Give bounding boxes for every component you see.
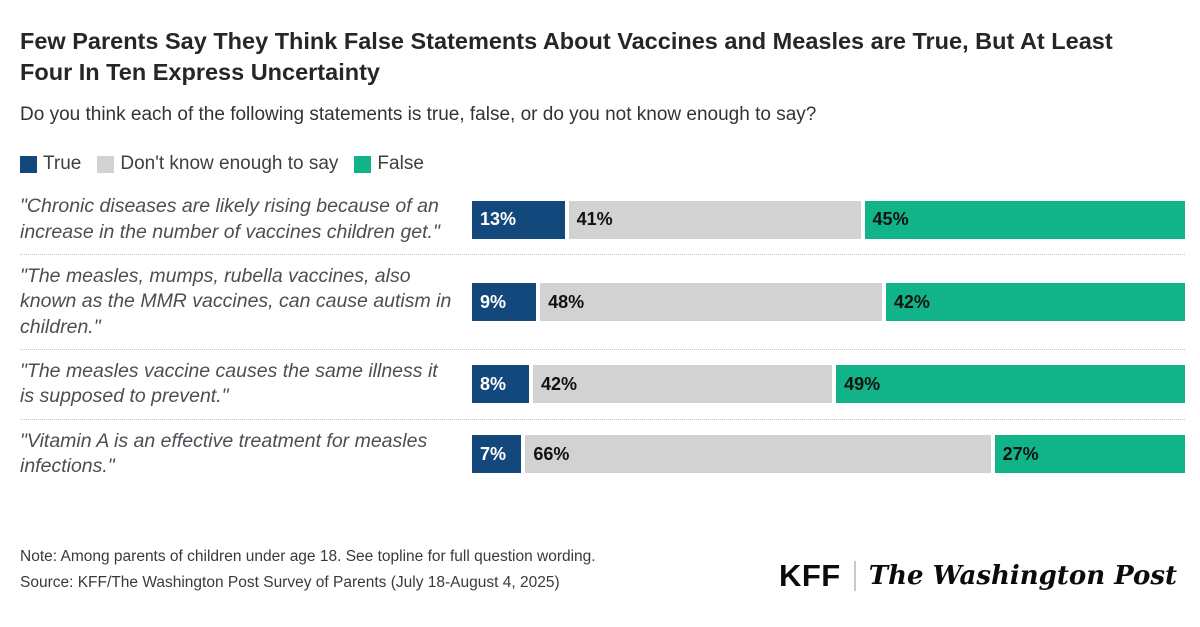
- bar-segment-dont-know: 41%: [568, 200, 861, 239]
- source-text: Source: KFF/The Washington Post Survey o…: [20, 574, 560, 592]
- bar-value-label: 13%: [480, 209, 517, 230]
- legend-item-true: True: [20, 153, 81, 175]
- washington-post-logo: The Washington Post: [868, 560, 1177, 591]
- bar-segment-true: 13%: [472, 200, 565, 239]
- legend-item-false: False: [354, 153, 424, 175]
- chart-row: "The measles, mumps, rubella vaccines, a…: [20, 255, 1185, 351]
- bar-value-label: 41%: [576, 209, 613, 230]
- bar-segment-true: 8%: [472, 365, 529, 404]
- bar-segment-false: 42%: [885, 283, 1185, 321]
- bar-segment-false: 45%: [864, 200, 1185, 239]
- footnotes: Note: Among parents of children under ag…: [20, 548, 596, 593]
- bar-segment-dont-know: 42%: [532, 365, 833, 404]
- stacked-bar: 13% 41% 45%: [472, 200, 1185, 239]
- bar-value-label: 8%: [480, 373, 507, 394]
- chart-row: "The measles vaccine causes the same ill…: [20, 350, 1185, 420]
- bar-value-label: 45%: [872, 209, 909, 230]
- bar-segment-dont-know: 66%: [525, 435, 991, 474]
- stacked-bar: 9% 48% 42%: [472, 283, 1185, 321]
- legend-item-dont-know: Don't know enough to say: [97, 153, 338, 175]
- bar-value-label: 9%: [480, 291, 507, 312]
- statement-label: "Chronic diseases are likely rising beca…: [20, 195, 440, 243]
- logo-lockup: KFF The Washington Post: [779, 560, 1177, 593]
- note-text: Note: Among parents of children under ag…: [20, 547, 596, 565]
- bar-value-label: 49%: [844, 373, 881, 394]
- chart-title: Few Parents Say They Think False Stateme…: [20, 28, 1113, 86]
- bar-value-label: 42%: [893, 291, 930, 312]
- logo-divider: [853, 560, 856, 591]
- legend-swatch-dont-know: [97, 155, 115, 173]
- stacked-bar: 8% 42% 49%: [472, 365, 1185, 404]
- footer: Note: Among parents of children under ag…: [20, 548, 1185, 627]
- legend-swatch-false: [354, 155, 372, 173]
- bar-value-label: 7%: [480, 443, 507, 464]
- statement-label: "Vitamin A is an effective treatment for…: [20, 429, 428, 478]
- bar-value-label: 48%: [548, 291, 585, 312]
- chart-row: "Vitamin A is an effective treatment for…: [20, 420, 1185, 489]
- legend-swatch-true: [20, 155, 37, 173]
- chart-subtitle: Do you think each of the following state…: [20, 103, 817, 125]
- legend: True Don't know enough to say False: [20, 153, 1185, 175]
- statement-label: "The measles vaccine causes the same ill…: [20, 360, 438, 408]
- bar-segment-true: 9%: [472, 283, 537, 321]
- stacked-bar: 7% 66% 27%: [472, 435, 1185, 474]
- chart-row: "Chronic diseases are likely rising beca…: [20, 185, 1185, 255]
- legend-label: True: [43, 153, 82, 175]
- statement-label: "The measles, mumps, rubella vaccines, a…: [20, 264, 452, 338]
- bar-segment-false: 49%: [836, 365, 1185, 404]
- bar-value-label: 66%: [533, 443, 570, 464]
- bar-segment-dont-know: 48%: [540, 283, 882, 321]
- bar-segment-false: 27%: [994, 435, 1185, 474]
- chart-rows: "Chronic diseases are likely rising beca…: [20, 185, 1185, 488]
- kff-logo: KFF: [778, 558, 841, 593]
- bar-value-label: 27%: [1002, 443, 1039, 464]
- bar-value-label: 42%: [540, 373, 577, 394]
- bar-segment-true: 7%: [472, 435, 522, 474]
- legend-label: Don't know enough to say: [120, 153, 339, 175]
- legend-label: False: [377, 153, 424, 175]
